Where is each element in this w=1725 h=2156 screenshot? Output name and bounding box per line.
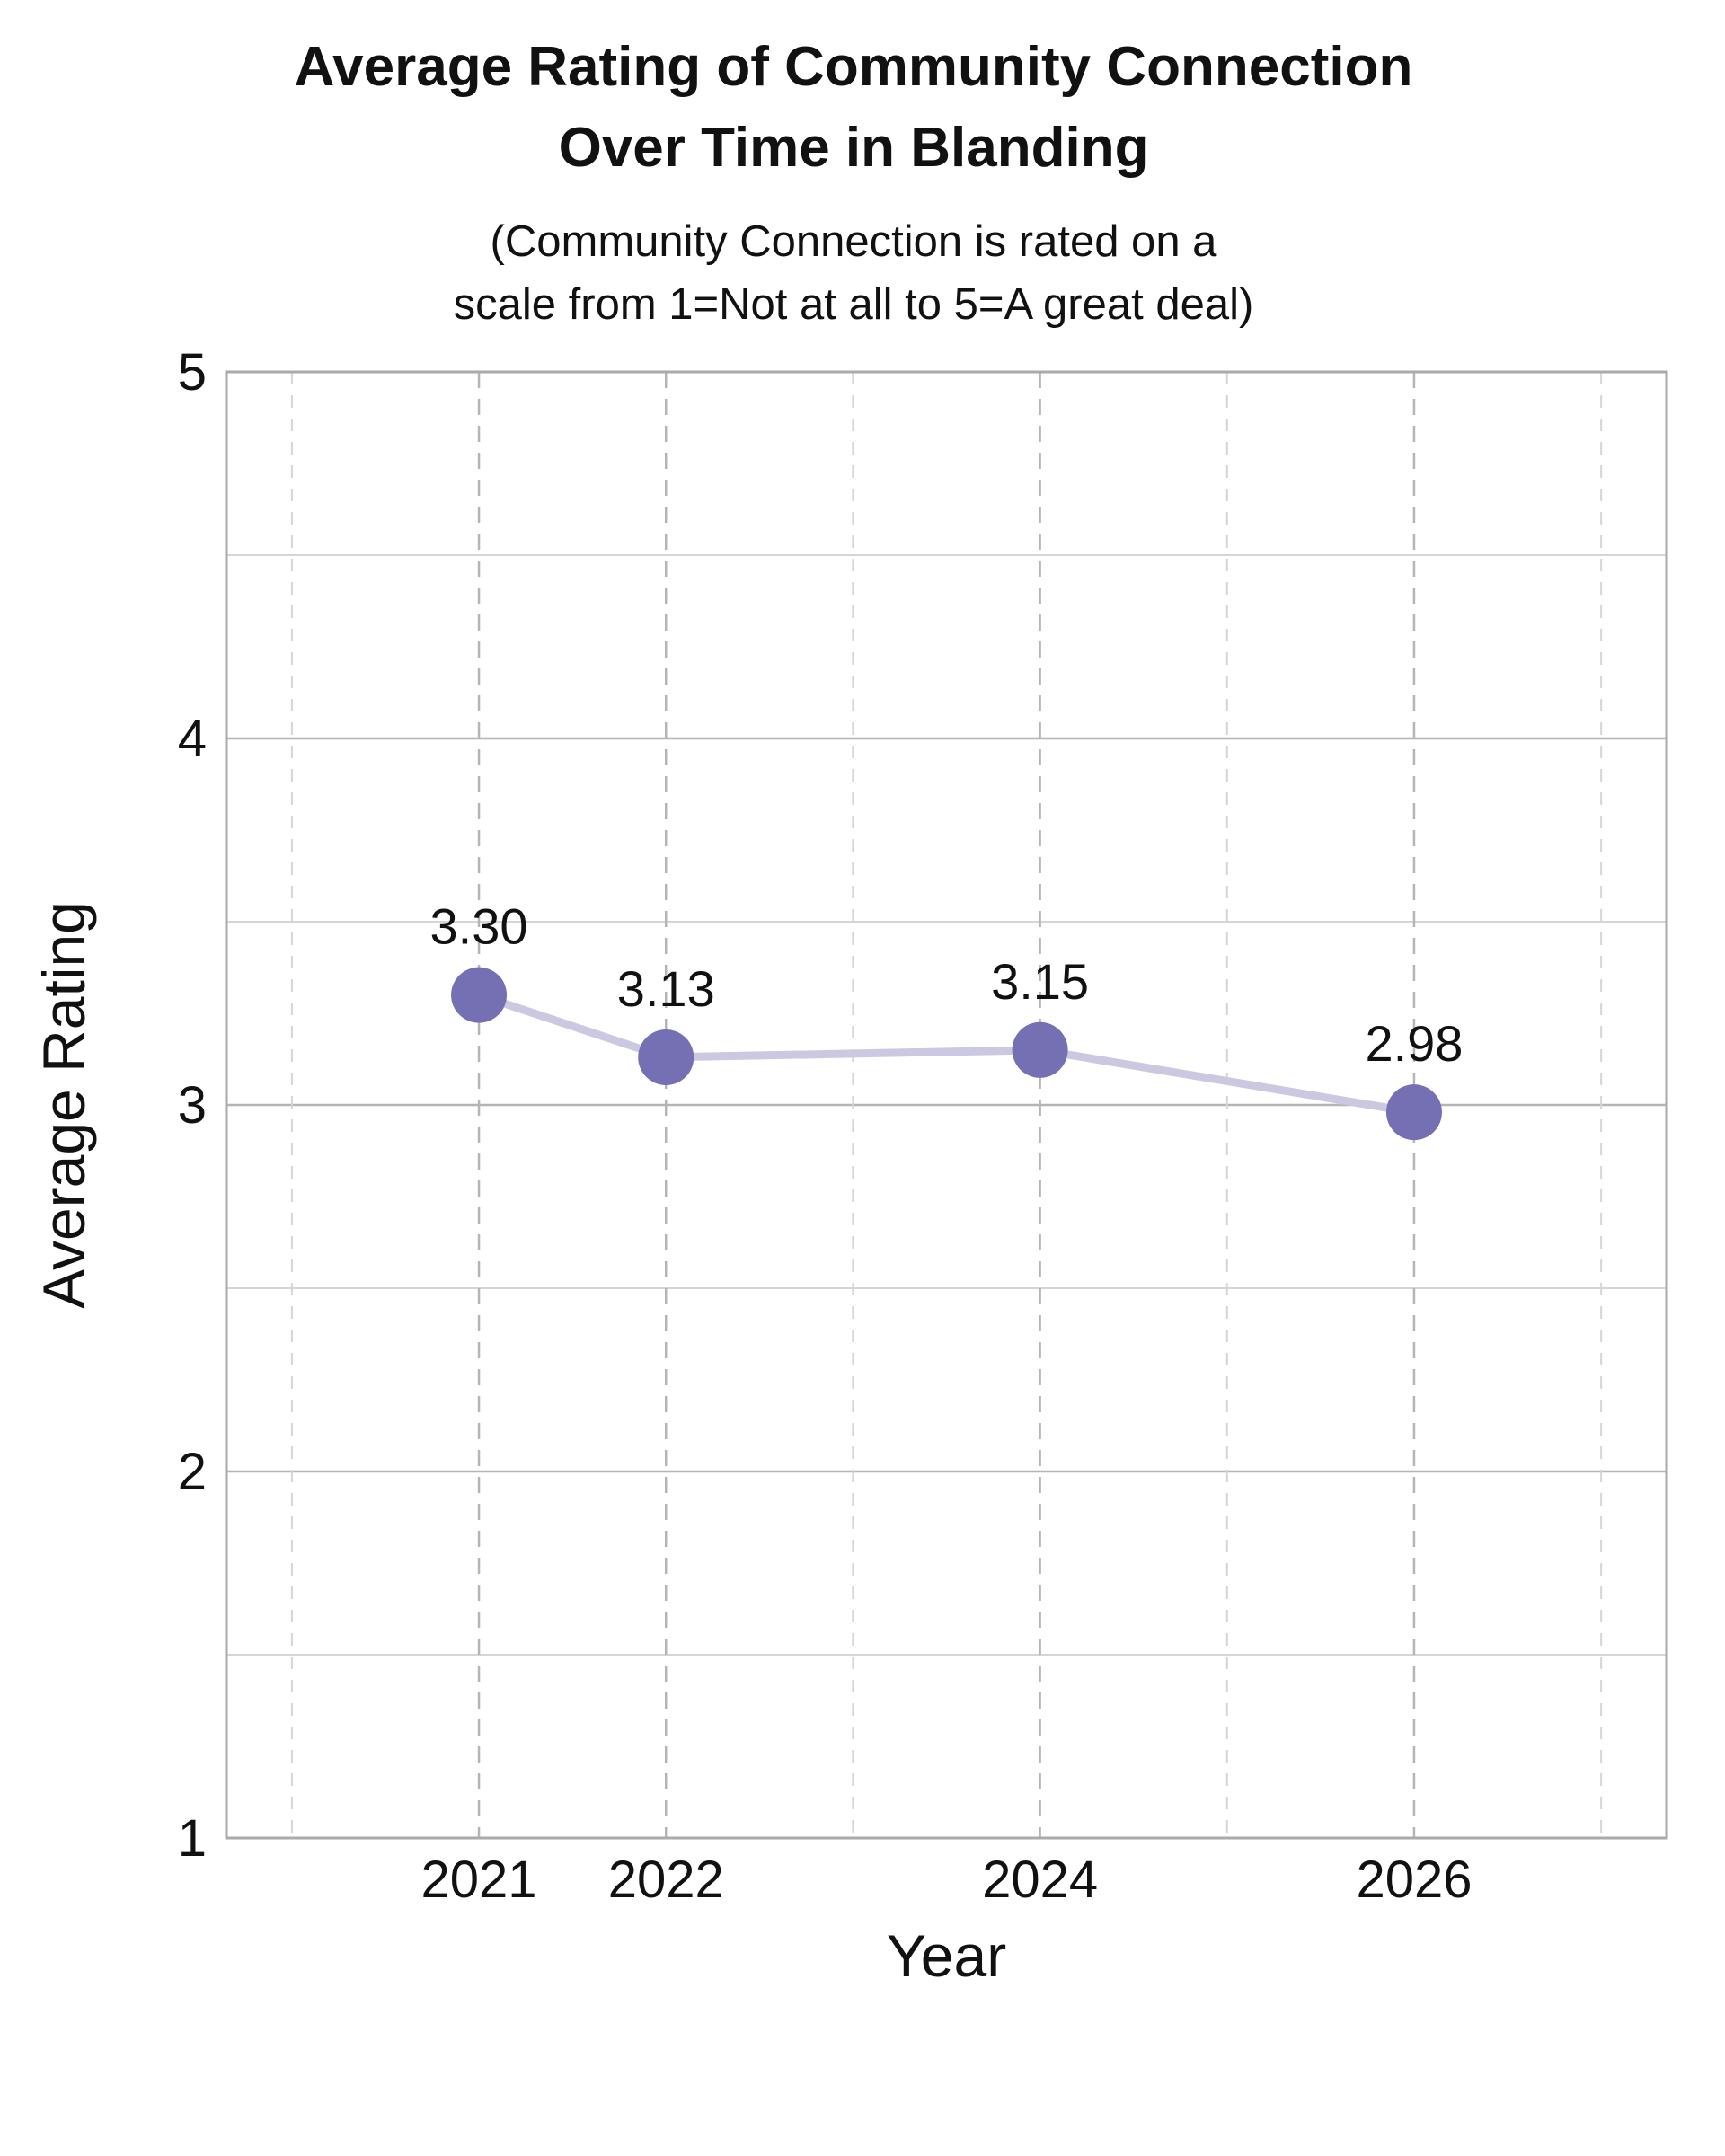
y-tick-labels: 1 2 3 4 5 — [178, 343, 207, 1868]
series-layer: 3.30 3.13 3.15 2.98 — [430, 898, 1463, 1141]
y-tick-label-4: 4 — [178, 710, 207, 768]
chart-subtitle: (Community Connection is rated on a scal… — [0, 210, 1707, 336]
chart-title-line-1: Average Rating of Community Connection — [294, 36, 1413, 98]
chart-subtitle-line-2: scale from 1=Not at all to 5=A great dea… — [453, 280, 1254, 329]
title-block: Average Rating of Community Connection O… — [0, 27, 1707, 336]
series-line-0 — [474, 991, 1419, 1117]
data-point-2022 — [638, 1029, 694, 1085]
plot-frame — [225, 370, 1668, 1840]
x-tick-label-2022: 2022 — [608, 1851, 724, 1909]
chart-subtitle-line-1: (Community Connection is rated on a — [490, 217, 1217, 266]
data-label-2024: 3.15 — [991, 953, 1089, 1010]
y-tick-label-3: 3 — [178, 1076, 207, 1135]
y-axis-title: Average Rating — [31, 901, 97, 1309]
x-axis-title: Year — [887, 1922, 1006, 1989]
data-label-2026: 2.98 — [1365, 1015, 1463, 1072]
data-point-2024 — [1012, 1021, 1068, 1078]
y-tick-label-5: 5 — [178, 343, 207, 402]
chart-title-line-2: Over Time in Blanding — [558, 117, 1149, 179]
y-tick-label-1: 1 — [178, 1809, 207, 1868]
data-label-2021: 3.30 — [430, 898, 528, 955]
x-tick-label-2024: 2024 — [982, 1851, 1098, 1909]
x-tick-labels: 2021 2022 2024 2026 — [421, 1851, 1473, 1909]
x-tick-label-2021: 2021 — [421, 1851, 537, 1909]
grid-layer — [226, 370, 1667, 1840]
chart-title: Average Rating of Community Connection O… — [0, 27, 1707, 189]
y-tick-label-2: 2 — [178, 1443, 207, 1501]
data-point-2021 — [451, 967, 508, 1023]
data-point-2026 — [1385, 1084, 1442, 1141]
x-tick-label-2026: 2026 — [1356, 1851, 1472, 1909]
data-label-2022: 3.13 — [617, 960, 715, 1017]
